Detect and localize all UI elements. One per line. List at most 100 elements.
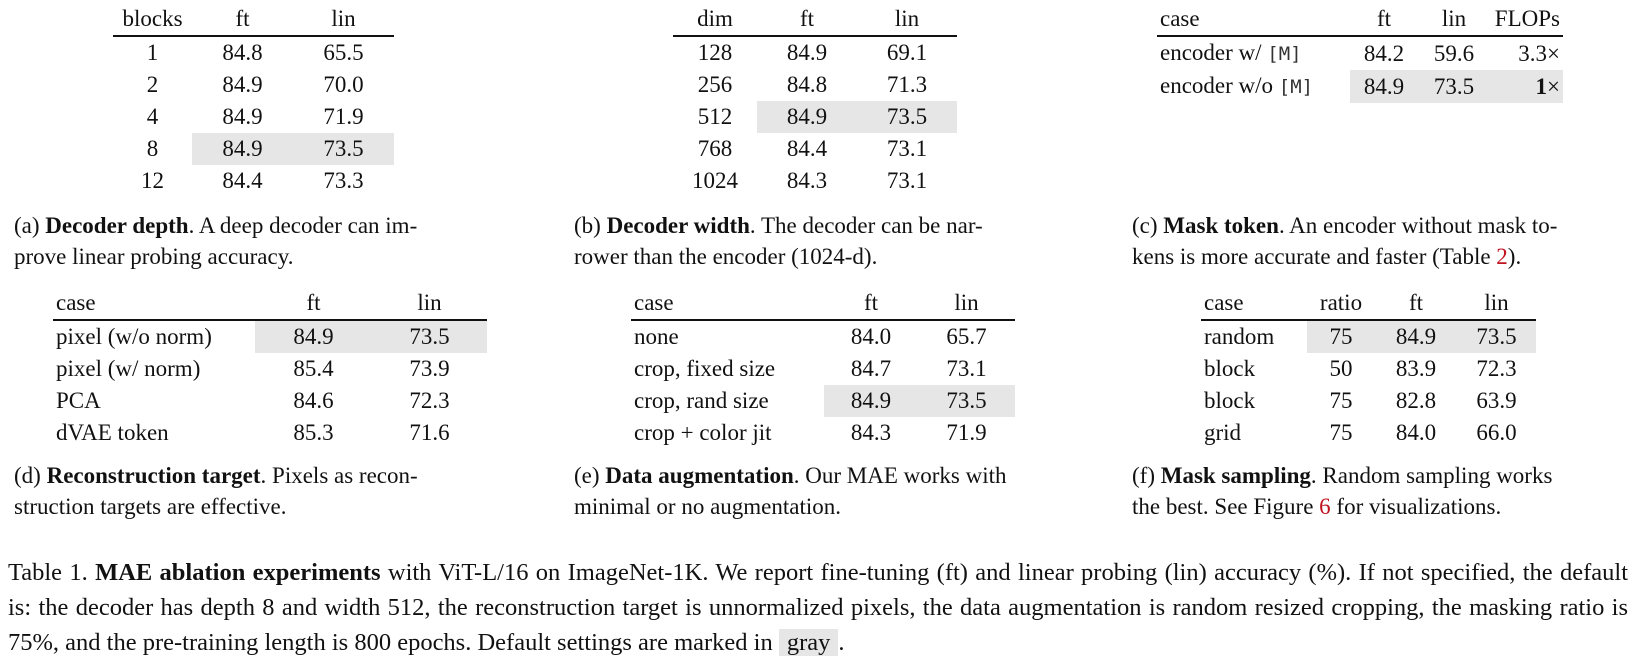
ft-cell: 84.9 bbox=[255, 320, 372, 353]
table-row: 12 84.4 73.3 bbox=[113, 165, 394, 197]
caption-label: (f) bbox=[1132, 463, 1155, 488]
mask-token-symbol: [M] bbox=[1267, 43, 1302, 65]
flops-cell: 3.3× bbox=[1490, 36, 1563, 70]
table-body: none 84.0 65.7 crop, fixed size 84.7 73.1 crop… bbox=[631, 320, 1015, 449]
col-header: ft bbox=[757, 3, 857, 37]
case-cell: pixel (w/ norm) bbox=[56, 356, 201, 381]
col-header: blocks bbox=[113, 3, 192, 37]
caption-text: minimal or no augmentation. bbox=[574, 494, 842, 519]
ratio-cell: 75 bbox=[1329, 388, 1353, 413]
ft-cell: 84.9 bbox=[1350, 70, 1418, 103]
table-row: 4 84.9 71.9 bbox=[113, 101, 394, 133]
figure-reference-link[interactable]: 6 bbox=[1319, 494, 1331, 519]
caption-label: (a) bbox=[14, 213, 40, 238]
ft-cell: 84.0 bbox=[850, 324, 892, 349]
col-header: case bbox=[1157, 3, 1350, 37]
caption-title: MAE ablation experiments bbox=[95, 559, 381, 586]
ft-cell: 84.6 bbox=[293, 388, 334, 413]
caption-label: (d) bbox=[14, 463, 41, 488]
table-body: 1 84.8 65.5 2 84.9 70.0 4 84.9 71.9 8 84.9 73.5 12 84… bbox=[113, 36, 394, 197]
caption-label: (e) bbox=[574, 463, 600, 488]
ft-cell: 84.7 bbox=[850, 356, 892, 381]
ft-cell: 84.9 bbox=[192, 133, 293, 165]
lin-cell: 73.1 bbox=[886, 168, 928, 193]
lin-cell: 73.5 bbox=[857, 101, 957, 133]
lin-cell: 73.5 bbox=[372, 320, 487, 353]
dim-cell: 128 bbox=[697, 40, 733, 65]
main-caption: Table 1. MAE ablation experiments with V… bbox=[8, 555, 1628, 660]
ratio-cell: 50 bbox=[1329, 356, 1353, 381]
case-cell: block bbox=[1204, 356, 1256, 381]
case-text: encoder w/o bbox=[1160, 73, 1274, 98]
table-row: random 75 84.9 73.5 bbox=[1201, 320, 1536, 353]
blocks-cell: 4 bbox=[146, 104, 159, 129]
lin-cell: 66.0 bbox=[1476, 420, 1517, 445]
ft-cell: 84.8 bbox=[786, 72, 828, 97]
caption-title: Decoder width bbox=[606, 213, 750, 238]
blocks-cell: 1 bbox=[146, 40, 159, 65]
col-header: ft bbox=[824, 287, 918, 321]
col-header: dim bbox=[673, 3, 757, 37]
lin-cell: 71.9 bbox=[323, 104, 364, 129]
dim-cell: 256 bbox=[697, 72, 733, 97]
caption-text: for visualizations. bbox=[1330, 494, 1502, 519]
ratio-cell: 75 bbox=[1329, 420, 1353, 445]
lin-cell: 59.6 bbox=[1433, 40, 1475, 66]
table-row: 768 84.4 73.1 bbox=[673, 133, 957, 165]
table-row: 1024 84.3 73.1 bbox=[673, 165, 957, 197]
col-header: case bbox=[53, 287, 255, 321]
case-cell: encoder w/ [M] bbox=[1157, 36, 1350, 70]
case-cell: encoder w/o [M] bbox=[1157, 70, 1350, 103]
dim-cell: 768 bbox=[697, 136, 733, 161]
ft-cell: 84.9 bbox=[1375, 320, 1457, 353]
case-cell: crop, fixed size bbox=[634, 356, 776, 381]
ft-cell: 84.9 bbox=[222, 104, 263, 129]
table-row: encoder w/ [M] 84.2 59.6 3.3× bbox=[1157, 36, 1563, 70]
table-row: crop, rand size 84.9 73.5 bbox=[631, 385, 1015, 417]
caption-c: (c) Mask token. An encoder without mask … bbox=[1132, 210, 1632, 272]
lin-cell: 73.1 bbox=[886, 136, 928, 161]
caption-text: . Random sampling works bbox=[1310, 463, 1553, 488]
times-symbol: × bbox=[1547, 73, 1560, 99]
col-header: lin bbox=[1418, 3, 1490, 37]
lin-cell: 73.5 bbox=[918, 385, 1015, 417]
caption-text: . An encoder without mask to- bbox=[1278, 213, 1558, 238]
table-body: random 75 84.9 73.5 block 50 83.9 72.3 block 75 82… bbox=[1201, 320, 1536, 449]
col-header: lin bbox=[1457, 287, 1536, 321]
caption-d: (d) Reconstruction target. Pixels as rec… bbox=[14, 460, 514, 522]
caption-title: Data augmentation bbox=[605, 463, 794, 488]
dim-cell: 512 bbox=[697, 104, 733, 129]
caption-text: kens is more accurate and faster (Table bbox=[1132, 244, 1497, 269]
flops-value: 3.3 bbox=[1518, 40, 1548, 66]
ft-cell: 85.3 bbox=[293, 420, 334, 445]
table-reference-link[interactable]: 2 bbox=[1496, 244, 1508, 269]
lin-cell: 73.9 bbox=[409, 356, 450, 381]
lin-cell: 70.0 bbox=[323, 72, 364, 97]
ft-cell: 84.9 bbox=[824, 385, 918, 417]
case-cell: none bbox=[634, 324, 679, 349]
ft-cell: 84.4 bbox=[786, 136, 828, 161]
case-cell: crop, rand size bbox=[634, 388, 769, 413]
ft-cell: 84.2 bbox=[1363, 40, 1405, 66]
case-cell: block bbox=[1204, 388, 1256, 413]
caption-body: with ViT-L/16 on ImageNet-1K. We report … bbox=[8, 559, 1629, 656]
case-cell: grid bbox=[1204, 420, 1242, 445]
table-mask-token: case ft lin FLOPs encoder w/ [M] 84.2 59… bbox=[1157, 3, 1563, 103]
flops-value: 1 bbox=[1535, 73, 1548, 99]
table-row: PCA 84.6 72.3 bbox=[53, 385, 487, 417]
table-decoder-width: dim ft lin 128 84.9 69.1 256 84.8 71.3 512 84.9… bbox=[673, 3, 957, 197]
blocks-cell: 2 bbox=[146, 72, 159, 97]
gray-highlight-sample: gray bbox=[778, 629, 839, 656]
ft-cell: 84.9 bbox=[222, 72, 263, 97]
col-header: ft bbox=[192, 3, 293, 37]
table-row: 128 84.9 69.1 bbox=[673, 36, 957, 69]
mask-token-symbol: [M] bbox=[1278, 76, 1314, 98]
caption-e: (e) Data augmentation. Our MAE works wit… bbox=[574, 460, 1074, 522]
caption-title: Decoder depth bbox=[45, 213, 189, 238]
table-row: pixel (w/o norm) 84.9 73.5 bbox=[53, 320, 487, 353]
table-row: block 75 82.8 63.9 bbox=[1201, 385, 1536, 417]
lin-cell: 73.5 bbox=[1418, 70, 1490, 103]
caption-b: (b) Decoder width. The decoder can be na… bbox=[574, 210, 1074, 272]
table-row: 2 84.9 70.0 bbox=[113, 69, 394, 101]
caption-label: (c) bbox=[1132, 213, 1158, 238]
